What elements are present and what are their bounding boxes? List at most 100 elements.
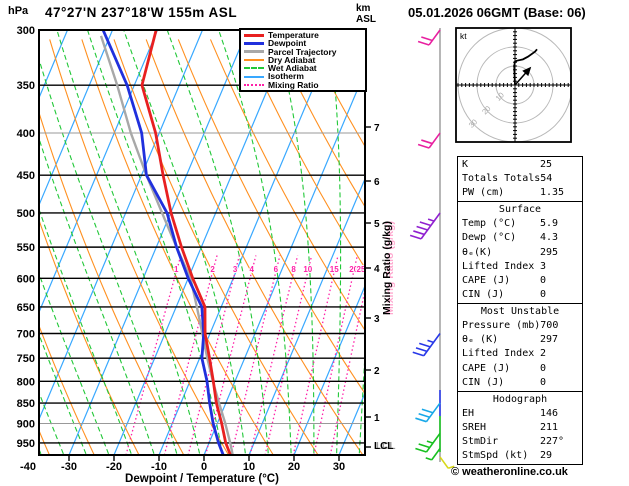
table-row-label: SREH: [462, 421, 487, 433]
svg-text:20: 20: [349, 265, 358, 274]
svg-text:-40: -40: [20, 461, 36, 473]
table-row-label: StmSpd (kt): [462, 450, 529, 462]
table-row-value: 2: [540, 348, 547, 360]
svg-text:500: 500: [17, 208, 35, 220]
km-axis: 7 6 5 4 3 2 1: [365, 123, 380, 448]
table-row-label: CIN (J): [462, 376, 505, 388]
legend-item: Isotherm: [244, 72, 362, 80]
plot-background-lines: [39, 30, 365, 455]
table-row: Pressure (mb) 700: [458, 319, 582, 333]
table-row-value: 0: [540, 289, 547, 301]
temperature-axis-label: Dewpoint / Temperature (°C): [125, 473, 279, 485]
svg-text:750: 750: [17, 353, 35, 365]
table-row-label: θₑ (K): [462, 334, 499, 346]
svg-text:350: 350: [17, 80, 35, 92]
table-row: Dewp (°C) 4.3: [458, 231, 582, 245]
svg-text:2: 2: [374, 366, 380, 377]
table-row: StmSpd (kt) 29: [458, 449, 582, 463]
table-row-label: CAPE (J): [462, 275, 511, 286]
table-row-label: Lifted Index: [462, 260, 535, 272]
table-row-label: CIN (J): [462, 289, 505, 301]
plot-frame: [38, 29, 366, 456]
table-row-value: 25: [540, 159, 553, 170]
legend-item-label: Wet Adiabat: [268, 63, 317, 74]
mixing-ratio-axis-label: Mixing Ratio (g/kg): [381, 221, 393, 315]
svg-text:6: 6: [374, 177, 380, 188]
svg-text:600: 600: [17, 273, 35, 285]
svg-text:4: 4: [249, 265, 254, 274]
wind-barb: [409, 212, 441, 240]
legend-item: Dewpoint: [244, 39, 362, 47]
table-row: Lifted Index 2: [458, 347, 582, 361]
svg-text:900: 900: [17, 419, 35, 431]
table-row: θₑ (K) 297: [458, 333, 582, 347]
svg-text:400: 400: [17, 128, 35, 140]
svg-text:650: 650: [17, 302, 35, 314]
svg-text:3: 3: [374, 314, 380, 325]
temperature-curve: [140, 30, 232, 455]
svg-text:-20: -20: [106, 461, 122, 473]
table-section: Surface Temp (°C) 5.9 Dewp (°C) 4.3 θₑ(K) 295 L…: [457, 201, 583, 305]
copyright: © weatheronline.co.uk: [451, 466, 568, 478]
table-section: K 25 Totals Totals 54 PW (cm) 1.35: [457, 156, 583, 203]
svg-text:-10: -10: [151, 461, 167, 473]
wind-barbs: [409, 29, 455, 470]
sounding-curves: [99, 30, 234, 455]
altitude-axis-unit: km ASL: [356, 3, 376, 25]
wind-barb: [425, 448, 441, 461]
svg-text:2: 2: [210, 265, 215, 274]
table-row-value: 700: [540, 320, 559, 332]
svg-text:550: 550: [17, 242, 35, 254]
legend-line-sample-icon: [244, 83, 264, 86]
hodograph-unit-label: kt: [460, 31, 467, 41]
table-row-value: 297: [540, 334, 559, 346]
table-section-title: Surface: [498, 204, 542, 216]
legend-line-sample-icon: [244, 50, 264, 54]
svg-text:800: 800: [17, 376, 35, 388]
table-row-value: 0: [540, 275, 547, 286]
table-row-value: 54: [540, 173, 553, 185]
svg-text:5: 5: [374, 219, 380, 230]
table-row-value: 3: [540, 260, 547, 272]
legend: Temperature Dewpoint Parcel Trajectory Dry …: [239, 28, 367, 93]
hodograph-trace: [513, 48, 538, 86]
legend-item-label: Isotherm: [268, 71, 304, 82]
svg-text:10: 10: [243, 461, 255, 473]
lcl-marker-label: LCL: [374, 441, 394, 452]
isotherm-lines: [39, 30, 365, 455]
svg-text:950: 950: [17, 438, 35, 450]
svg-text:10: 10: [303, 265, 312, 274]
table-row-label: Temp (°C): [462, 218, 517, 230]
table-row: CIN (J) 0: [458, 376, 582, 390]
table-row: StmDir 227°: [458, 435, 582, 449]
valid-datetime: 05.01.2026 06GMT (Base: 06): [408, 5, 586, 20]
wind-barb: [417, 29, 441, 46]
table-section: Most Unstable Pressure (mb) 700 θₑ (K) 297 Li…: [457, 302, 583, 392]
table-row-label: EH: [462, 407, 475, 419]
table-row-value: 295: [540, 246, 559, 258]
wet-adiabat-lines: [39, 30, 365, 455]
parcel-trajectory-curve: [99, 35, 234, 455]
svg-text:8: 8: [291, 265, 296, 274]
table-row: Lifted Index 3: [458, 260, 582, 274]
table-row: K 25: [458, 158, 582, 172]
legend-item-label: Dewpoint: [268, 38, 307, 49]
svg-text:1: 1: [374, 413, 380, 424]
legend-line-sample-icon: [244, 33, 264, 37]
table-row-value: 0: [540, 362, 547, 374]
svg-text:6: 6: [274, 265, 279, 274]
station-title: 47°27'N 237°18'W 155m ASL: [45, 5, 238, 20]
svg-text:850: 850: [17, 398, 35, 410]
svg-text:25: 25: [357, 265, 366, 274]
wind-barb: [412, 333, 441, 357]
svg-text:30: 30: [333, 461, 345, 473]
legend-item-label: Mixing Ratio: [268, 79, 319, 90]
svg-text:7: 7: [374, 123, 380, 134]
table-row: SREH 211: [458, 421, 582, 435]
legend-item: Mixing Ratio: [244, 81, 362, 89]
svg-text:-30: -30: [61, 461, 77, 473]
